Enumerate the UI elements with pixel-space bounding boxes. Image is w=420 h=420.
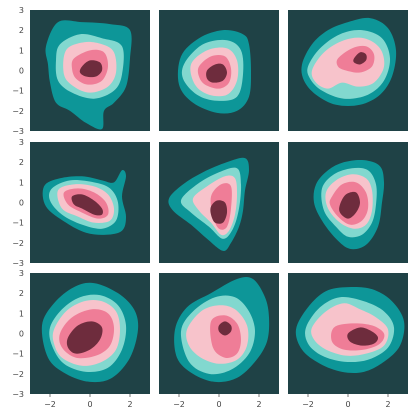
x-tick-label: 2 bbox=[127, 400, 132, 409]
x-tick-label: 2 bbox=[385, 400, 390, 409]
y-tick-label: 3 bbox=[19, 6, 24, 15]
panel-1-0 bbox=[30, 142, 150, 263]
panel-0-1 bbox=[159, 10, 279, 131]
y-tick-label: −2 bbox=[12, 239, 24, 248]
y-tick-label: −3 bbox=[12, 390, 24, 399]
panel-2-1 bbox=[159, 273, 279, 394]
y-tick-label: 0 bbox=[19, 67, 24, 76]
panel-1-2 bbox=[288, 142, 408, 263]
y-tick-label: −1 bbox=[12, 87, 24, 96]
y-tick-label: −3 bbox=[12, 259, 24, 268]
y-tick-label: 3 bbox=[19, 138, 24, 147]
y-tick-label: −3 bbox=[12, 127, 24, 136]
y-tick-label: 3 bbox=[19, 269, 24, 278]
x-tick-label: −2 bbox=[173, 400, 185, 409]
x-tick-label: 0 bbox=[87, 400, 92, 409]
y-tick-label: −1 bbox=[12, 219, 24, 228]
x-tick-label: −2 bbox=[302, 400, 314, 409]
panel-1-1 bbox=[159, 142, 279, 263]
y-tick-label: 1 bbox=[19, 309, 24, 318]
panel-0-2 bbox=[288, 10, 408, 131]
x-tick-label: 2 bbox=[256, 400, 261, 409]
panel-2-0 bbox=[30, 273, 150, 394]
contour-level-5 bbox=[66, 321, 103, 354]
contour-level-5 bbox=[218, 321, 232, 336]
contour-level-5 bbox=[353, 52, 367, 65]
contour-level-5 bbox=[71, 194, 103, 216]
y-tick-label: 1 bbox=[19, 46, 24, 55]
y-tick-label: 1 bbox=[19, 178, 24, 187]
y-tick-label: 2 bbox=[19, 26, 24, 35]
panel-0-0 bbox=[30, 10, 150, 131]
x-tick-label: −2 bbox=[44, 400, 56, 409]
y-tick-label: −2 bbox=[12, 370, 24, 379]
y-tick-label: 0 bbox=[19, 330, 24, 339]
contour-level-5 bbox=[347, 327, 379, 346]
y-tick-label: 0 bbox=[19, 199, 24, 208]
y-tick-label: −2 bbox=[12, 107, 24, 116]
y-tick-label: 2 bbox=[19, 289, 24, 298]
x-tick-label: 0 bbox=[216, 400, 221, 409]
panel-2-2 bbox=[288, 273, 408, 394]
y-tick-label: 2 bbox=[19, 158, 24, 167]
y-tick-label: −1 bbox=[12, 350, 24, 359]
contour-level-5 bbox=[206, 63, 227, 83]
contour-level-5 bbox=[339, 191, 360, 219]
contour-level-4 bbox=[210, 315, 241, 358]
x-tick-label: 0 bbox=[345, 400, 350, 409]
contour-level-5 bbox=[210, 200, 228, 224]
contour-level-5 bbox=[79, 60, 103, 78]
